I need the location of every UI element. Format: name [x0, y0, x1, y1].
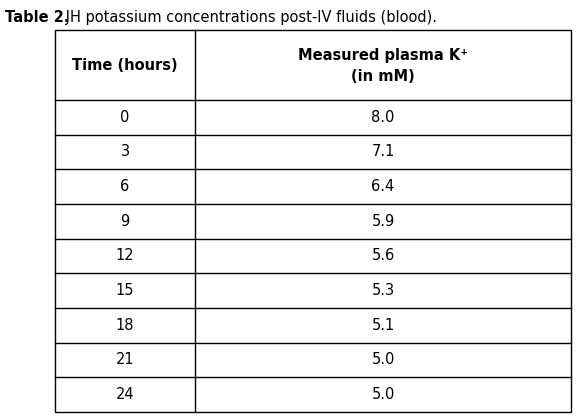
Text: 5.1: 5.1 — [371, 318, 394, 333]
Text: 3: 3 — [120, 145, 130, 159]
Text: 21: 21 — [116, 352, 134, 367]
Text: 5.6: 5.6 — [371, 249, 394, 264]
Text: 6: 6 — [120, 179, 130, 194]
Text: 8.0: 8.0 — [371, 110, 394, 125]
Text: Time (hours): Time (hours) — [72, 58, 178, 73]
Text: Table 2.: Table 2. — [5, 10, 70, 25]
Text: (in mM): (in mM) — [351, 69, 415, 84]
Text: Measured plasma K⁺: Measured plasma K⁺ — [298, 48, 468, 63]
Text: 5.0: 5.0 — [371, 387, 394, 402]
Text: 9: 9 — [120, 214, 130, 229]
Text: JH potassium concentrations post-IV fluids (blood).: JH potassium concentrations post-IV flui… — [61, 10, 437, 25]
Text: 18: 18 — [116, 318, 134, 333]
Text: 12: 12 — [116, 249, 134, 264]
Text: 15: 15 — [116, 283, 134, 298]
Text: 5.3: 5.3 — [371, 283, 394, 298]
Text: 6.4: 6.4 — [371, 179, 394, 194]
Text: 0: 0 — [120, 110, 130, 125]
Text: 24: 24 — [116, 387, 134, 402]
Text: 5.0: 5.0 — [371, 352, 394, 367]
Text: 5.9: 5.9 — [371, 214, 394, 229]
Text: 7.1: 7.1 — [371, 145, 394, 159]
